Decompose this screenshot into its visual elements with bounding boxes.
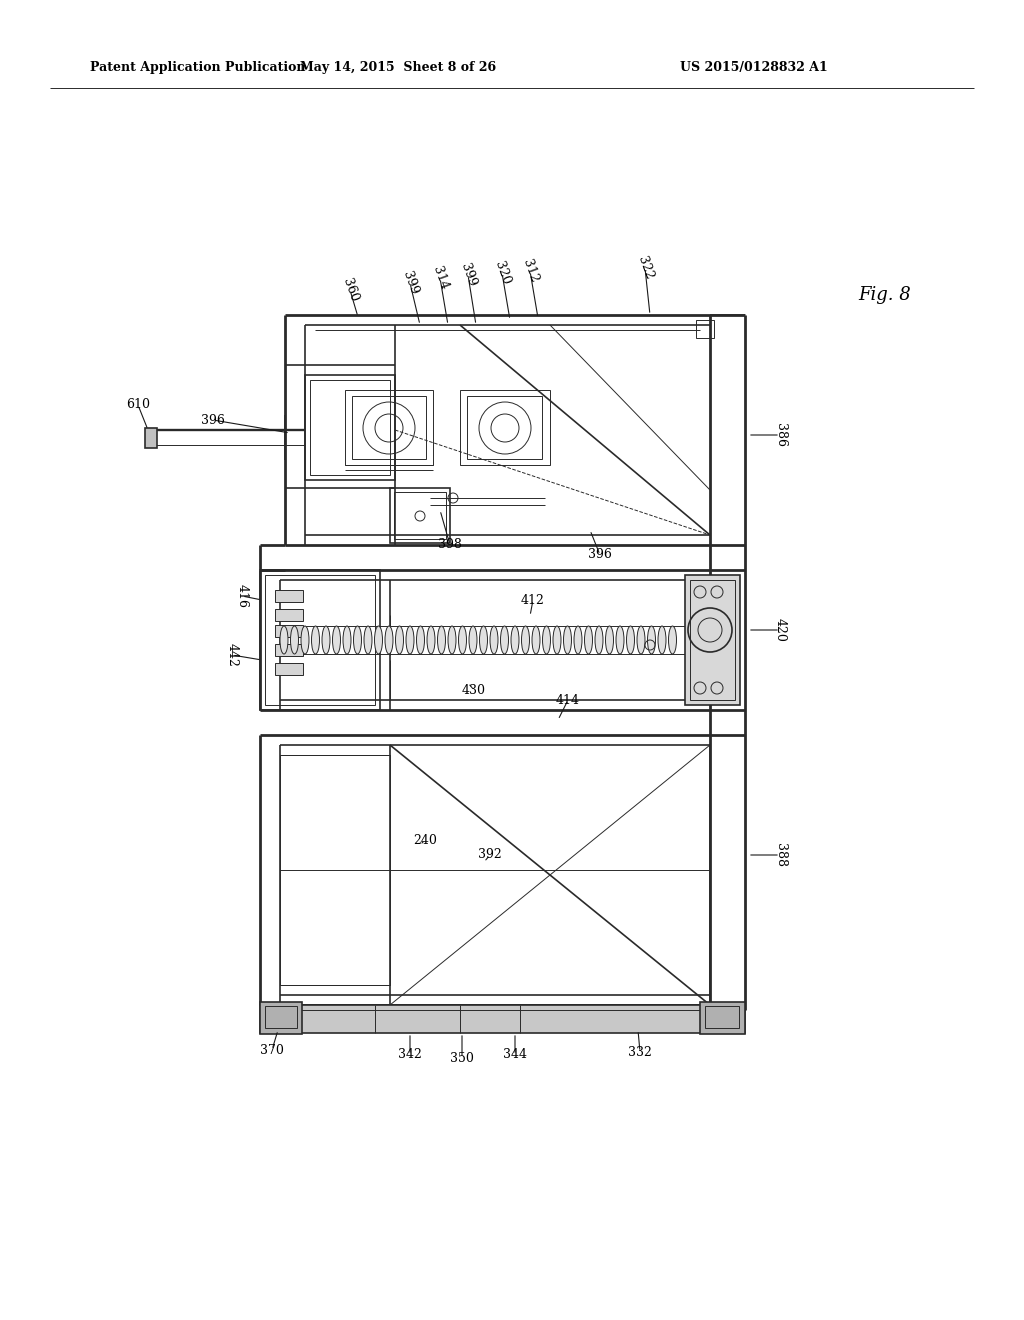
Ellipse shape xyxy=(469,626,477,653)
Text: 412: 412 xyxy=(521,594,545,606)
Ellipse shape xyxy=(364,626,372,653)
Bar xyxy=(390,488,450,543)
Text: 344: 344 xyxy=(503,1048,527,1061)
Ellipse shape xyxy=(375,626,383,653)
Ellipse shape xyxy=(301,626,309,653)
Text: 370: 370 xyxy=(260,1044,284,1056)
Bar xyxy=(690,579,735,700)
Ellipse shape xyxy=(627,626,635,653)
Text: US 2015/0128832 A1: US 2015/0128832 A1 xyxy=(680,62,827,74)
Ellipse shape xyxy=(449,626,456,653)
Text: Patent Application Publication: Patent Application Publication xyxy=(90,62,305,74)
Ellipse shape xyxy=(311,626,319,653)
Ellipse shape xyxy=(647,626,655,653)
Bar xyxy=(700,1002,745,1034)
Bar xyxy=(280,755,390,985)
Text: 399: 399 xyxy=(399,269,420,297)
Text: 360: 360 xyxy=(340,276,360,304)
Ellipse shape xyxy=(669,626,677,653)
Ellipse shape xyxy=(574,626,582,653)
Bar xyxy=(352,396,426,459)
Text: 392: 392 xyxy=(478,849,502,862)
Bar xyxy=(705,1006,739,1028)
Ellipse shape xyxy=(553,626,561,653)
Text: 420: 420 xyxy=(773,618,786,642)
Ellipse shape xyxy=(291,626,299,653)
Bar xyxy=(460,389,550,465)
Ellipse shape xyxy=(595,626,603,653)
Bar xyxy=(394,492,446,539)
Text: 442: 442 xyxy=(225,643,239,667)
Ellipse shape xyxy=(585,626,593,653)
Text: 386: 386 xyxy=(773,422,786,447)
Text: 314: 314 xyxy=(430,264,451,292)
Text: 414: 414 xyxy=(556,693,580,706)
Bar xyxy=(145,428,157,447)
Ellipse shape xyxy=(616,626,624,653)
Ellipse shape xyxy=(637,626,645,653)
Text: 399: 399 xyxy=(458,261,478,288)
Ellipse shape xyxy=(459,626,467,653)
Ellipse shape xyxy=(280,626,288,653)
Bar xyxy=(275,590,303,602)
Text: 398: 398 xyxy=(438,539,462,552)
Text: 332: 332 xyxy=(628,1045,652,1059)
Text: 350: 350 xyxy=(451,1052,474,1064)
Ellipse shape xyxy=(406,626,414,653)
Ellipse shape xyxy=(385,626,393,653)
Ellipse shape xyxy=(543,626,551,653)
Bar xyxy=(310,380,390,475)
Ellipse shape xyxy=(417,626,425,653)
Bar xyxy=(265,1006,297,1028)
Bar xyxy=(467,396,542,459)
Ellipse shape xyxy=(532,626,540,653)
Text: 240: 240 xyxy=(413,833,437,846)
Bar xyxy=(685,576,740,705)
Bar xyxy=(275,663,303,675)
Bar xyxy=(275,644,303,656)
Ellipse shape xyxy=(427,626,435,653)
Bar xyxy=(345,389,433,465)
Ellipse shape xyxy=(353,626,361,653)
Bar xyxy=(696,319,714,338)
Ellipse shape xyxy=(521,626,529,653)
Ellipse shape xyxy=(322,626,330,653)
Bar xyxy=(275,609,303,620)
Text: 430: 430 xyxy=(462,684,486,697)
Ellipse shape xyxy=(333,626,341,653)
Bar xyxy=(265,576,375,705)
Text: 416: 416 xyxy=(236,583,249,609)
Text: 610: 610 xyxy=(126,399,150,412)
Ellipse shape xyxy=(605,626,613,653)
Text: 342: 342 xyxy=(398,1048,422,1061)
Bar xyxy=(260,1002,302,1034)
Text: Fig. 8: Fig. 8 xyxy=(858,286,910,304)
Text: 388: 388 xyxy=(773,843,786,867)
Bar xyxy=(260,570,380,710)
Text: 396: 396 xyxy=(201,413,225,426)
Ellipse shape xyxy=(437,626,445,653)
Ellipse shape xyxy=(343,626,351,653)
Ellipse shape xyxy=(511,626,519,653)
Bar xyxy=(275,624,303,638)
Ellipse shape xyxy=(501,626,509,653)
Ellipse shape xyxy=(479,626,487,653)
Ellipse shape xyxy=(563,626,571,653)
Text: 312: 312 xyxy=(520,257,541,284)
Bar xyxy=(305,375,395,480)
Bar xyxy=(260,1005,745,1034)
Text: 396: 396 xyxy=(588,549,612,561)
Text: May 14, 2015  Sheet 8 of 26: May 14, 2015 Sheet 8 of 26 xyxy=(300,62,496,74)
Ellipse shape xyxy=(395,626,403,653)
Text: 320: 320 xyxy=(492,260,512,286)
Text: 322: 322 xyxy=(635,255,655,281)
Ellipse shape xyxy=(490,626,498,653)
Ellipse shape xyxy=(658,626,666,653)
